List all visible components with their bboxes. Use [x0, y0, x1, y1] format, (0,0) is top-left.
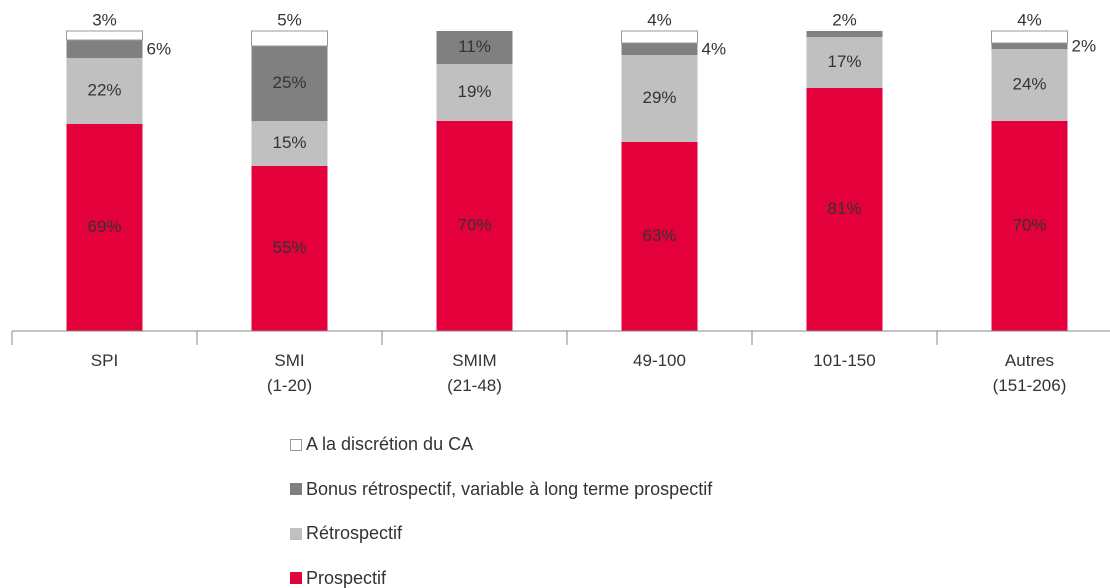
value-label: 63%: [642, 226, 676, 245]
legend-swatch: [290, 438, 302, 451]
legend-swatch: [290, 572, 302, 584]
legend-item: Bonus rétrospectif, variable à long term…: [290, 479, 712, 500]
bar-segment: [436, 64, 513, 121]
value-label: 4%: [647, 10, 672, 29]
legend-label: Rétrospectif: [306, 523, 403, 543]
bar-segment: [66, 58, 143, 124]
bar-segment: [436, 121, 513, 331]
bar-segment: [251, 166, 328, 331]
bar-segment: [251, 46, 328, 121]
bar-segment: [806, 88, 883, 331]
bar-segment: [991, 43, 1068, 49]
bar-segment: [66, 124, 143, 331]
bar-segment: [991, 121, 1068, 331]
value-label: 5%: [277, 10, 302, 29]
legend-label: Bonus rétrospectif, variable à long term…: [306, 478, 713, 499]
x-tick-label: SPI: [90, 351, 119, 370]
bar-segment: [66, 40, 143, 58]
x-tick-label: SMIM (21-48): [447, 351, 502, 395]
legend-item: A la discrétion du CA: [290, 434, 473, 455]
bar-segment: [621, 142, 698, 331]
bar-segment: [806, 37, 883, 88]
bar-segment: [436, 31, 513, 64]
bar-segment: [991, 49, 1068, 121]
value-label: 4%: [702, 39, 727, 58]
value-label: 22%: [87, 80, 121, 99]
x-tick-label: 49-100: [633, 351, 686, 370]
value-label: 29%: [642, 88, 676, 107]
value-label: 2%: [1072, 36, 1097, 55]
value-label: 70%: [457, 215, 491, 234]
value-label: 15%: [272, 133, 306, 152]
bar-segment: [251, 30, 328, 47]
value-label: 55%: [272, 238, 306, 257]
bar-segment: [621, 30, 698, 44]
bar-segment: [66, 30, 143, 41]
value-label: 4%: [1017, 10, 1042, 29]
value-label: 6%: [147, 39, 172, 58]
bar-segment: [621, 55, 698, 142]
x-tick-label: 101-150: [813, 351, 876, 370]
value-label: 70%: [1012, 215, 1046, 234]
value-label: 25%: [272, 73, 306, 92]
legend-label: A la discrétion du CA: [306, 434, 474, 454]
legend-swatch: [290, 527, 302, 540]
value-label: 81%: [827, 199, 861, 218]
legend-label: Prospectif: [306, 567, 387, 588]
bar-segment: [806, 31, 883, 37]
value-label: 69%: [87, 217, 121, 236]
legend-item: Prospectif: [290, 568, 386, 588]
bar-segment: [621, 43, 698, 55]
value-label: 19%: [457, 82, 491, 101]
bar-segment: [251, 121, 328, 166]
value-label: 3%: [92, 10, 117, 29]
value-label: 11%: [458, 37, 491, 56]
x-tick-label: Autres (151-206): [992, 351, 1067, 395]
legend-item: Rétrospectif: [290, 523, 402, 544]
value-label: 24%: [1012, 74, 1046, 93]
value-label: 2%: [832, 10, 857, 29]
bar-segment: [991, 30, 1068, 44]
legend-swatch: [290, 483, 302, 495]
value-label: 17%: [827, 52, 861, 71]
x-tick-label: SMI (1-20): [266, 351, 313, 395]
